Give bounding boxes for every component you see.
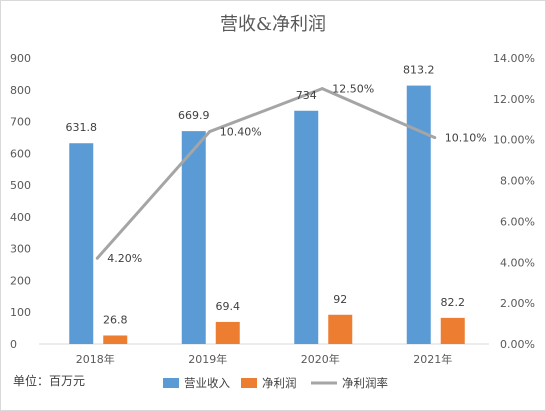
bar-net-profit <box>103 335 128 344</box>
data-labels-group: 631.8 669.9 734 813.2 26.8 69.4 92 82.2 4.20% 10.… <box>66 64 487 327</box>
y-right-tick-label: 8.00% <box>500 175 535 188</box>
y-left-axis: 0 100 200 300 400 500 600 700 800 900 <box>10 52 31 351</box>
x-tick-label: 2021年 <box>413 352 452 366</box>
y-left-tick-label: 100 <box>10 306 31 319</box>
y-left-tick-label: 900 <box>10 52 31 65</box>
unit-note: 单位：百万元 <box>13 373 85 388</box>
bar-net-profit <box>328 314 353 344</box>
legend: 营业收入 净利润 净利润率 <box>163 376 388 390</box>
line-point <box>320 87 324 91</box>
line-point <box>208 130 212 134</box>
bar-data-label: 669.9 <box>178 109 210 122</box>
line-data-label: 10.10% <box>445 132 487 145</box>
y-right-tick-label: 6.00% <box>500 215 535 228</box>
y-left-tick-label: 200 <box>10 274 31 287</box>
bar-net-profit <box>440 317 465 344</box>
line-point <box>433 136 437 140</box>
bar-revenue <box>69 143 94 344</box>
legend-swatch <box>163 378 179 388</box>
y-left-tick-label: 800 <box>10 84 31 97</box>
bar-revenue <box>294 110 319 344</box>
bar-data-label: 734 <box>296 89 317 102</box>
y-right-tick-label: 2.00% <box>500 297 535 310</box>
x-tick-label: 2018年 <box>76 352 115 366</box>
bar-data-label: 813.2 <box>403 64 435 77</box>
line-data-label: 4.20% <box>107 252 142 265</box>
bar-revenue <box>406 85 431 344</box>
y-right-tick-label: 12.00% <box>493 93 535 106</box>
legend-label: 净利润率 <box>342 376 388 390</box>
chart-title: 营收&净利润 <box>220 14 326 35</box>
y-left-tick-label: 300 <box>10 243 31 256</box>
y-left-tick-label: 400 <box>10 211 31 224</box>
y-left-tick-label: 700 <box>10 116 31 129</box>
y-left-tick-label: 600 <box>10 147 31 160</box>
bar-net-profit <box>215 321 240 344</box>
line-data-label: 10.40% <box>220 126 262 139</box>
x-tick-label: 2020年 <box>301 352 340 366</box>
legend-label: 营业收入 <box>184 376 230 390</box>
bar-data-label: 26.8 <box>103 313 128 326</box>
legend-swatch <box>241 378 257 388</box>
bar-data-label: 631.8 <box>66 121 98 134</box>
line-point <box>95 256 99 260</box>
y-left-tick-label: 0 <box>10 338 17 351</box>
line-series-group <box>95 87 437 260</box>
legend-label: 净利润 <box>262 376 297 390</box>
y-right-tick-label: 0.00% <box>500 338 535 351</box>
y-right-tick-label: 4.00% <box>500 256 535 269</box>
y-left-tick-label: 500 <box>10 179 31 192</box>
line-net-margin <box>96 87 436 260</box>
bar-data-label: 69.4 <box>216 300 241 313</box>
bar-data-label: 82.2 <box>441 296 466 309</box>
y-right-tick-label: 10.00% <box>493 134 535 147</box>
y-right-tick-label: 14.00% <box>493 52 535 65</box>
x-axis: 2018年 2019年 2020年 2021年 <box>76 352 453 366</box>
bar-revenue <box>181 131 206 344</box>
bar-data-label: 92 <box>333 293 347 306</box>
x-tick-label: 2019年 <box>188 352 227 366</box>
y-right-axis: 0.00% 2.00% 4.00% 6.00% 8.00% 10.00% 12.00% 14.… <box>493 52 535 351</box>
line-data-label: 12.50% <box>332 83 374 96</box>
